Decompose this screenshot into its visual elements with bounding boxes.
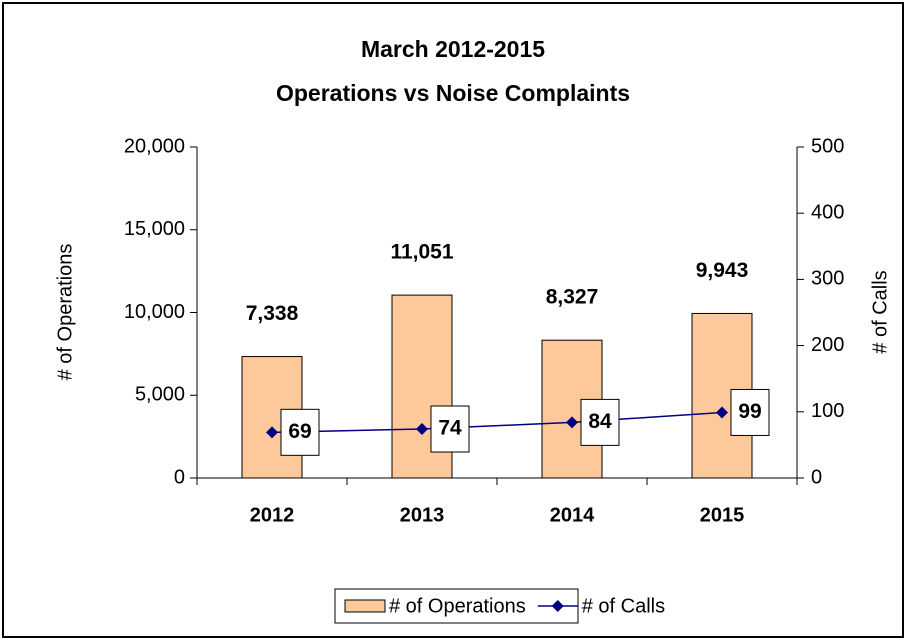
y2-tick-label: 400 <box>811 201 844 223</box>
chart-title: March 2012-2015 <box>361 36 545 62</box>
y2-axis-label: # of Calls <box>869 270 891 353</box>
y-tick-label: 0 <box>174 466 185 488</box>
x-tick-label: 2015 <box>700 504 745 526</box>
line-marker <box>416 423 428 436</box>
x-tick-label: 2012 <box>250 504 295 526</box>
legend-swatch <box>344 599 386 613</box>
line <box>271 411 723 434</box>
y-tick-label: 10,000 <box>124 301 185 323</box>
line-marker <box>566 416 578 429</box>
line-value-label: 69 <box>288 420 311 443</box>
legend-label: # of Operations <box>389 595 526 617</box>
line-value-label: 99 <box>738 400 761 423</box>
bar-value-label: 8,327 <box>546 286 599 309</box>
value-label-box <box>280 408 320 456</box>
y-tick-label: 15,000 <box>124 218 185 240</box>
x-tick-label: 2014 <box>550 504 595 526</box>
chart-subtitle: Operations vs Noise Complaints <box>276 80 630 106</box>
legend-label: # of Calls <box>582 595 665 617</box>
bar-value-label: 11,051 <box>390 241 453 264</box>
bar-value-label: 7,338 <box>246 302 299 325</box>
y2-tick-label: 100 <box>811 400 844 422</box>
y2-tick-label: 500 <box>811 135 844 157</box>
y2-tick-label: 300 <box>811 268 844 290</box>
legend-marker <box>551 600 564 612</box>
y-tick-label: 20,000 <box>124 135 185 157</box>
y-tick-label: 5,000 <box>135 384 185 406</box>
value-label-box <box>580 398 620 446</box>
value-label-box <box>430 405 470 453</box>
y-axis-label: # of Operations <box>54 244 76 381</box>
y2-tick-label: 0 <box>811 466 822 488</box>
line-value-label: 74 <box>438 417 462 440</box>
x-tick-label: 2013 <box>400 504 445 526</box>
line-value-label: 84 <box>588 410 612 433</box>
line-marker <box>716 406 728 419</box>
value-label-box <box>730 388 770 436</box>
bar-value-label: 9,943 <box>696 259 749 282</box>
line-marker <box>266 426 278 439</box>
y2-tick-label: 200 <box>811 334 844 356</box>
